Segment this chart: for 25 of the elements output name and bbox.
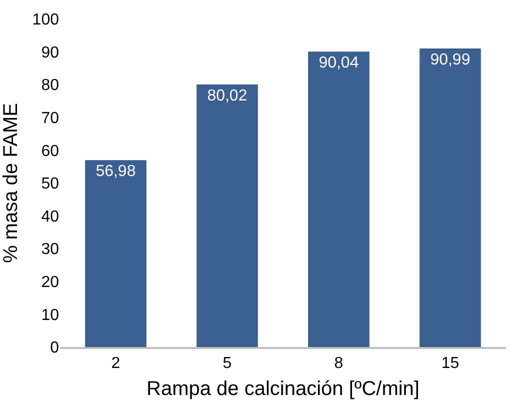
y-tick-label: 80 (41, 77, 60, 94)
y-tick-label: 90 (41, 44, 60, 62)
data-label: 56,98 (96, 163, 136, 180)
y-tick-label: 40 (41, 208, 60, 226)
x-tick-label: 8 (334, 355, 344, 372)
data-label: 90,99 (430, 52, 470, 69)
data-label: 90,04 (318, 54, 359, 72)
y-tick-label: 60 (41, 142, 60, 160)
y-axis-title: % masa de FAME (0, 102, 22, 264)
x-axis-title: Rampa de calcinación [ºC/min] (146, 378, 420, 400)
y-tick-label: 10 (41, 306, 60, 324)
x-tick-label: 2 (111, 355, 120, 372)
y-tick-label: 0 (50, 340, 60, 357)
y-tick-label: 20 (41, 274, 60, 291)
y-tick-label: 50 (41, 176, 60, 193)
x-tick-label: 5 (222, 355, 232, 372)
bar (308, 52, 370, 347)
bar (85, 160, 146, 347)
bar (420, 48, 481, 347)
bar (196, 84, 258, 347)
y-tick-label: 30 (41, 241, 60, 258)
data-label: 80,02 (207, 88, 248, 105)
y-tick-label: 100 (32, 12, 60, 29)
x-tick-label: 15 (441, 355, 460, 372)
y-tick-label: 70 (41, 110, 60, 127)
